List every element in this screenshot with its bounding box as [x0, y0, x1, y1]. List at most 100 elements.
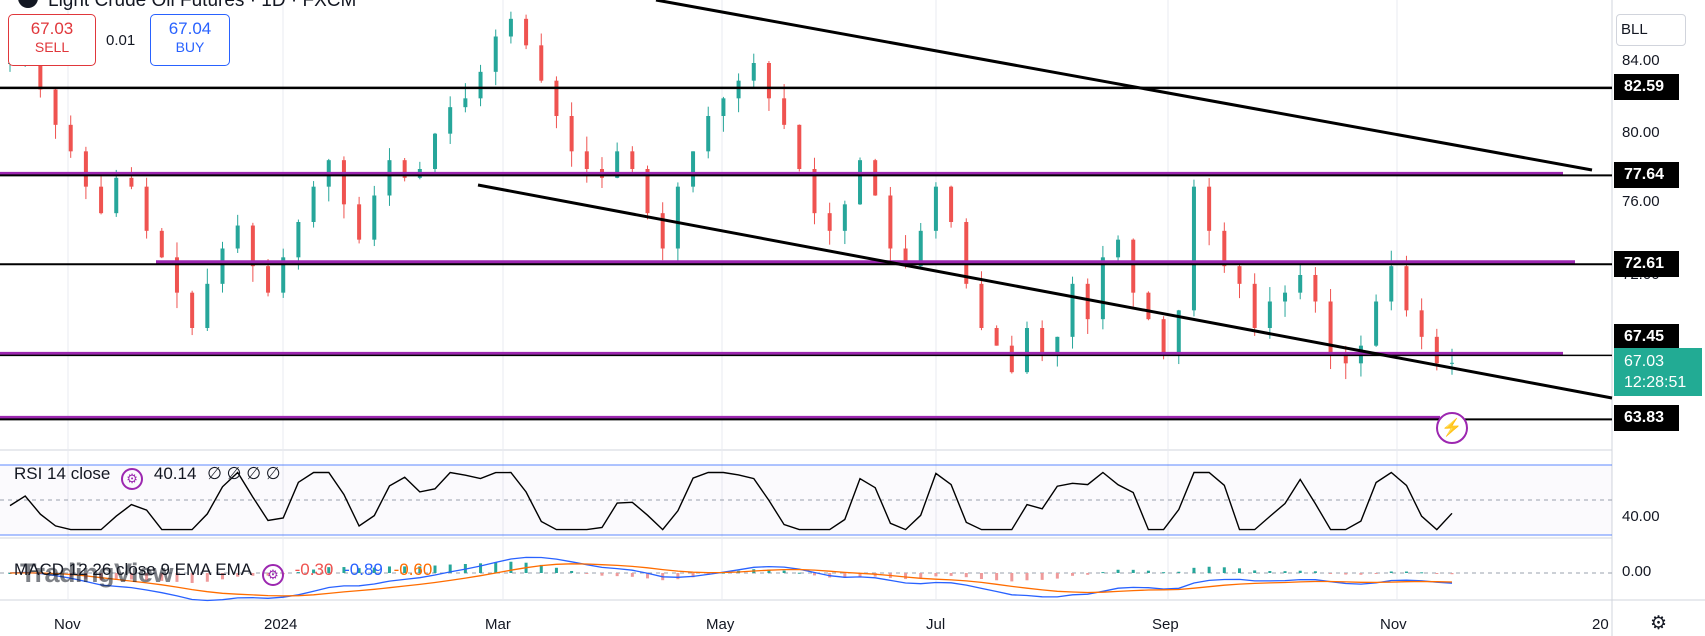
candle-body — [660, 213, 665, 249]
candle-body — [584, 151, 589, 169]
macd-legend[interactable]: MACD 12 26 close 9 EMA EMA ⚙ -0.30 -0.89… — [14, 560, 432, 586]
candle-body — [1055, 336, 1060, 355]
macd-histogram-bar — [797, 572, 801, 574]
candle-body — [1237, 266, 1242, 284]
macd-histogram-bar — [570, 570, 574, 573]
candle-body — [842, 204, 847, 231]
candle-body — [144, 186, 149, 231]
macd-histogram-bar — [387, 566, 391, 573]
lightning-icon[interactable]: ⚡ — [1436, 412, 1468, 444]
settings-icon[interactable]: ⚙ — [1650, 613, 1668, 634]
price-tick: 80.00 — [1622, 124, 1660, 141]
macd-histogram-bar — [251, 573, 255, 576]
candle-body — [1207, 186, 1212, 231]
macd-histogram-bar — [615, 573, 619, 577]
candle-body — [341, 160, 346, 205]
macd-histogram-bar — [509, 561, 513, 573]
channel-upper-trendline — [655, 0, 1593, 172]
candle-body — [190, 292, 195, 328]
macd-histogram-bar — [1086, 573, 1090, 575]
macd-histogram-bar — [1116, 569, 1120, 573]
candle-body — [266, 266, 271, 293]
candle-body — [569, 116, 574, 152]
level-label[interactable]: 72.61 — [1614, 251, 1679, 277]
macd-histogram-bar — [1253, 570, 1257, 573]
candle-body — [827, 213, 832, 231]
candle-body — [812, 169, 817, 214]
macd-histogram-bar — [630, 573, 634, 577]
macd-histogram-bar — [1071, 573, 1075, 576]
level-label[interactable]: 77.64 — [1614, 162, 1679, 188]
candle-body — [1283, 292, 1288, 302]
macd-histogram-bar — [1025, 573, 1029, 581]
candle-body — [797, 124, 802, 169]
date-tick: Nov — [54, 616, 81, 633]
candle-body — [766, 63, 771, 99]
candle-body — [1267, 301, 1272, 328]
level-label[interactable]: 82.59 — [1614, 74, 1679, 100]
macd-histogram-bar — [418, 566, 422, 573]
candle-body — [873, 160, 878, 196]
candle-body — [979, 283, 984, 328]
macd-axis-tick: 0.00 — [1622, 563, 1652, 580]
macd-histogram-bar — [1283, 571, 1287, 573]
candle-body — [1161, 319, 1166, 355]
macd-histogram-bar — [479, 563, 483, 573]
macd-histogram-bar — [327, 567, 331, 573]
candle-body — [68, 124, 73, 152]
candle-body — [235, 225, 240, 249]
macd-histogram-bar — [8, 573, 12, 574]
current-price-value: 67.03 — [1624, 353, 1665, 370]
macd-histogram-bar — [372, 567, 376, 573]
sell-button[interactable]: 67.03 SELL — [8, 14, 96, 66]
macd-histogram-bar — [236, 573, 240, 577]
macd-histogram-bar — [145, 573, 149, 581]
date-tick: Sep — [1152, 616, 1179, 633]
candle-body — [751, 63, 756, 81]
macd-histogram-bar — [175, 573, 179, 582]
candle-body — [736, 80, 741, 99]
sell-label: SELL — [34, 39, 70, 55]
candle-body — [1298, 275, 1303, 293]
currency-badge[interactable]: BLL — [1616, 14, 1686, 46]
level-label[interactable]: 67.45 — [1614, 324, 1679, 350]
level-label[interactable]: 63.83 — [1614, 405, 1679, 431]
macd-histogram-bar — [129, 573, 133, 580]
macd-line-value: -0.89 — [344, 560, 383, 579]
macd-histogram-bar — [812, 573, 816, 576]
date-tick: 2024 — [264, 616, 298, 633]
symbol-logo-icon — [18, 0, 38, 8]
candle-body — [114, 177, 119, 214]
macd-histogram-bar — [114, 573, 118, 580]
macd-histogram-bar — [691, 573, 695, 578]
candle-body — [1009, 345, 1014, 373]
gear-icon[interactable]: ⚙ — [261, 564, 284, 586]
rsi-value: 40.14 — [153, 464, 197, 483]
candle-body — [645, 169, 650, 214]
macd-histogram-bar — [1162, 572, 1166, 574]
macd-histogram-bar — [1101, 572, 1105, 574]
date-tick: 20 — [1592, 616, 1609, 633]
rsi-axis-tick: 40.00 — [1622, 508, 1660, 525]
candle-body — [53, 89, 58, 125]
macd-histogram-bar — [843, 573, 847, 578]
candle-body — [174, 257, 179, 293]
candle-body — [1024, 328, 1029, 373]
candle-body — [1146, 292, 1151, 320]
rsi-legend[interactable]: RSI 14 close ⚙ 40.14 ∅ ∅ ∅ ∅ — [14, 464, 281, 490]
candle-body — [129, 177, 134, 187]
macd-histogram-bar — [1404, 571, 1408, 573]
macd-histogram-bar — [1207, 566, 1211, 573]
candle-body — [903, 248, 908, 267]
candle-body — [949, 186, 954, 222]
candle-body — [387, 160, 392, 196]
buy-button[interactable]: 67.04 BUY — [150, 14, 230, 66]
candle-body — [675, 186, 680, 249]
macd-signal-line — [9, 563, 1453, 597]
gear-icon[interactable]: ⚙ — [121, 468, 144, 490]
rsi-placeholders: ∅ ∅ ∅ ∅ — [207, 464, 281, 483]
rsi-line — [9, 471, 1453, 531]
macd-histogram-bar — [190, 573, 194, 583]
tradingview-watermark: TradingView — [20, 558, 174, 588]
